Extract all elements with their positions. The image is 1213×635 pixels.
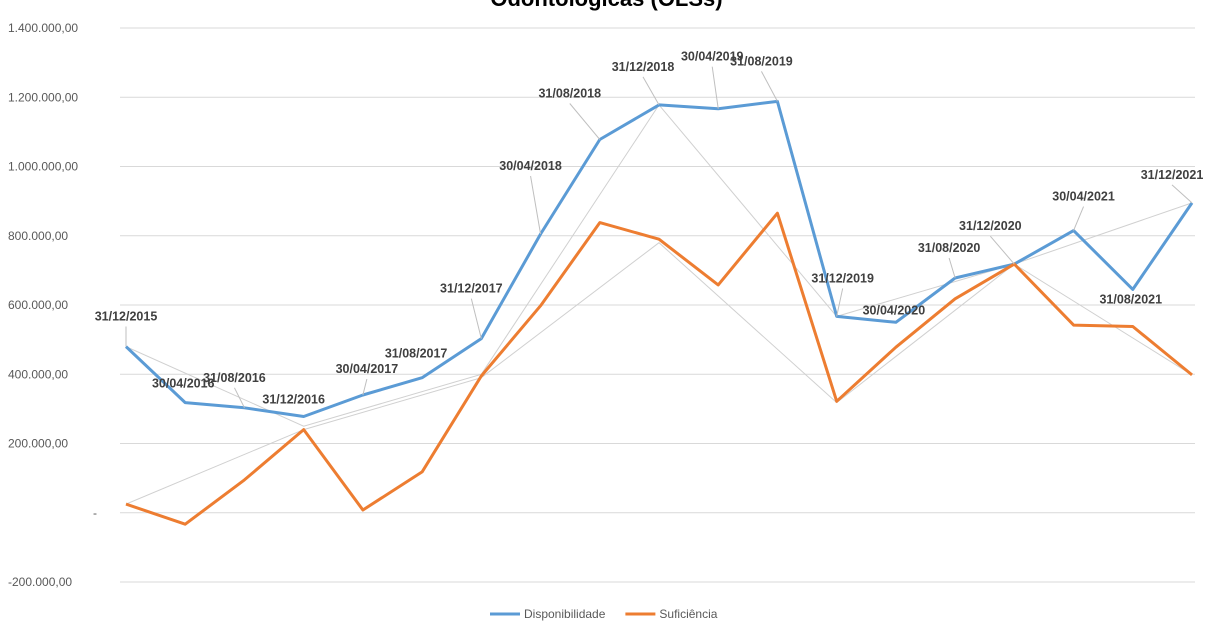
gridlines <box>120 27 1195 583</box>
point-label: 30/04/2019 <box>681 50 744 64</box>
label-leader-line <box>362 378 368 396</box>
point-label: 31/12/2017 <box>440 282 503 296</box>
point-label: 31/08/2021 <box>1099 292 1162 306</box>
label-leader-line <box>836 288 844 317</box>
point-label: 31/12/2019 <box>811 271 874 285</box>
label-leader-line <box>761 71 778 102</box>
label-leader-line <box>711 66 719 109</box>
point-label: 30/04/2016 <box>152 377 215 391</box>
point-label: 31/12/2016 <box>262 392 325 406</box>
point-label: 31/12/2020 <box>959 219 1022 233</box>
point-label: 30/04/2020 <box>863 303 926 317</box>
point-label: 31/08/2016 <box>203 371 266 385</box>
point-label: 31/12/2015 <box>95 310 158 324</box>
y-tick-label: 800.000,00 <box>8 229 68 243</box>
label-leader-line <box>989 235 1015 265</box>
label-leader-line <box>530 175 542 235</box>
label-leader-line <box>948 257 956 279</box>
y-tick-label: 1.000.000,00 <box>8 160 78 174</box>
y-axis-tick-labels: 1.400.000,00 1.200.000,00 1.000.000,00 800.… <box>8 21 97 589</box>
label-leader-line <box>1073 206 1085 231</box>
series-line-suficiência <box>125 211 1193 526</box>
point-label: 30/04/2021 <box>1052 190 1115 204</box>
y-tick-label: 1.200.000,00 <box>8 90 78 104</box>
point-label: 31/12/2018 <box>612 60 675 74</box>
label-leader-line <box>1171 184 1193 204</box>
y-tick-label: 200.000,00 <box>8 437 68 451</box>
y-tick-label: 400.000,00 <box>8 367 68 381</box>
point-label: 31/08/2017 <box>385 347 448 361</box>
point-label: 31/08/2019 <box>730 54 793 68</box>
label-leader-line <box>470 298 482 339</box>
point-label: 30/04/2018 <box>499 159 562 173</box>
label-leader-line <box>642 76 660 106</box>
point-label: 31/12/2021 <box>1141 168 1204 182</box>
series-line-disponibilidade <box>124 99 1194 418</box>
legend-label: Suficiência <box>659 607 717 621</box>
point-label: 30/04/2017 <box>336 362 399 376</box>
y-tick-label: 1.400.000,00 <box>8 21 78 35</box>
y-tick-label: -200.000,00 <box>8 575 72 589</box>
legend: Disponibilidade Suficiência <box>490 607 718 621</box>
series-lines <box>124 99 1194 526</box>
label-leader-line <box>569 103 601 140</box>
label-leader-line <box>233 387 245 409</box>
y-tick-label: 600.000,00 <box>8 298 68 312</box>
trend-line <box>125 104 1193 427</box>
point-label: 31/08/2018 <box>538 86 601 100</box>
chart-title: Odontológicas (OLSs) <box>0 0 1213 12</box>
y-tick-label: - <box>93 506 97 520</box>
point-label: 31/08/2020 <box>918 241 981 255</box>
legend-label: Disponibilidade <box>524 607 606 621</box>
